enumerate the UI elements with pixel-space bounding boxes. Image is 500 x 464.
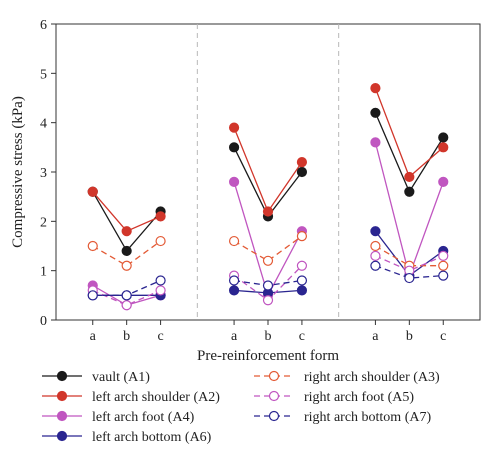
x-tick-label: a <box>372 329 379 344</box>
x-tick-label: c <box>299 329 305 344</box>
series-5-point <box>228 235 240 247</box>
legend-item: right arch foot (A5) <box>254 390 414 405</box>
series-4-point <box>296 285 308 296</box>
series-7-point <box>121 290 132 301</box>
y-axis-title: Compressive stress (kPa) <box>10 96 26 248</box>
series-2-line <box>92 191 161 232</box>
series-7-point <box>155 275 166 286</box>
series-7-point <box>438 270 449 281</box>
series-6-line <box>375 255 444 272</box>
y-tick-label: 0 <box>40 314 47 329</box>
x-tick-label: a <box>90 329 97 344</box>
series-1-line <box>233 147 303 218</box>
series-1-point <box>404 186 415 197</box>
legend-item: right arch shoulder (A3) <box>254 370 440 385</box>
y-tick-label: 5 <box>40 67 47 82</box>
series-7-point <box>296 275 308 286</box>
legend-label: vault (A1) <box>92 370 150 385</box>
series-6-point <box>296 260 308 271</box>
series-6-point <box>121 300 132 311</box>
legend: vault (A1) left arch shoulder (A2) left ar… <box>42 370 440 445</box>
series-1-point <box>121 245 132 257</box>
x-tick-label: a <box>231 329 238 344</box>
series-5-point <box>262 255 274 266</box>
series-3-point <box>370 137 381 148</box>
series-5-line <box>375 245 444 267</box>
series-1-point <box>370 107 381 118</box>
legend-label: right arch bottom (A7) <box>304 410 431 425</box>
x-tick-label: c <box>157 329 163 344</box>
series-7-point <box>404 272 415 284</box>
axes: 0 1 2 3 4 5 6 a b c a b c a b c <box>40 18 481 344</box>
x-tick-label: b <box>123 329 130 344</box>
x-tick-label: b <box>265 329 272 344</box>
x-tick-label: c <box>440 329 446 344</box>
series-7-point <box>87 290 98 301</box>
series-3-point <box>438 176 449 187</box>
series-1-point <box>228 142 240 153</box>
legend-label: right arch shoulder (A3) <box>304 370 440 385</box>
x-axis-title: Pre-reinforcement form <box>197 348 339 364</box>
legend-item: vault (A1) <box>42 370 150 385</box>
legend-item: left arch shoulder (A2) <box>42 390 220 405</box>
series-5-point <box>155 235 166 247</box>
y-tick-label: 2 <box>40 215 47 230</box>
legend-marker <box>56 370 68 382</box>
legend-marker <box>56 430 68 442</box>
series-5-point <box>438 260 449 271</box>
series-2-point <box>370 83 381 94</box>
legend-marker <box>268 370 280 382</box>
series-4-point <box>228 285 240 296</box>
x-tick-label: b <box>406 329 413 344</box>
legend-marker <box>268 390 280 402</box>
series-5-line <box>233 235 303 262</box>
series-7-point <box>370 260 381 271</box>
series-1-point <box>296 166 308 178</box>
plot-frame <box>55 23 481 321</box>
legend-label: right arch foot (A5) <box>304 390 414 405</box>
y-tick-label: 6 <box>40 18 47 33</box>
legend-item: left arch foot (A4) <box>42 410 195 425</box>
legend-marker <box>56 410 68 422</box>
y-tick-label: 1 <box>40 265 47 280</box>
legend-marker <box>56 390 68 402</box>
series-2-point <box>262 206 274 217</box>
series-2-point <box>438 142 449 153</box>
series-2-line <box>374 87 444 179</box>
y-tick-label: 3 <box>40 166 47 181</box>
series-3-point <box>228 176 240 187</box>
series-2-point <box>121 226 132 237</box>
series-6-point <box>438 250 449 261</box>
series-2-point <box>155 211 166 222</box>
series-6-point <box>262 295 274 306</box>
series-2-point <box>87 186 98 197</box>
legend-label: left arch foot (A4) <box>92 410 195 425</box>
legend-item: right arch bottom (A7) <box>254 410 431 425</box>
series-7-point <box>262 280 274 291</box>
series-3-line <box>233 181 303 298</box>
series-5-point <box>121 260 132 271</box>
series-7-line <box>375 265 444 279</box>
series-2-point <box>404 171 415 183</box>
series-4-point <box>370 226 381 237</box>
series-2-point <box>228 122 240 133</box>
legend-label: left arch shoulder (A2) <box>92 390 220 405</box>
series-6-point <box>370 250 381 261</box>
series-5-point <box>296 231 308 242</box>
series-5-point <box>370 240 381 252</box>
y-tick-label: 4 <box>40 117 47 132</box>
plot-area <box>87 83 449 311</box>
series-5-line <box>92 240 161 267</box>
series-5-point <box>87 240 98 252</box>
legend-marker <box>268 410 280 422</box>
series-3-line <box>374 142 444 278</box>
series-1-point <box>438 132 449 143</box>
series-2-point <box>296 157 308 168</box>
legend-label: left arch bottom (A6) <box>92 430 212 445</box>
series-6-point <box>155 285 166 296</box>
legend-item: left arch bottom (A6) <box>42 430 212 445</box>
series-2-line <box>233 127 303 213</box>
series-7-point <box>228 275 240 286</box>
